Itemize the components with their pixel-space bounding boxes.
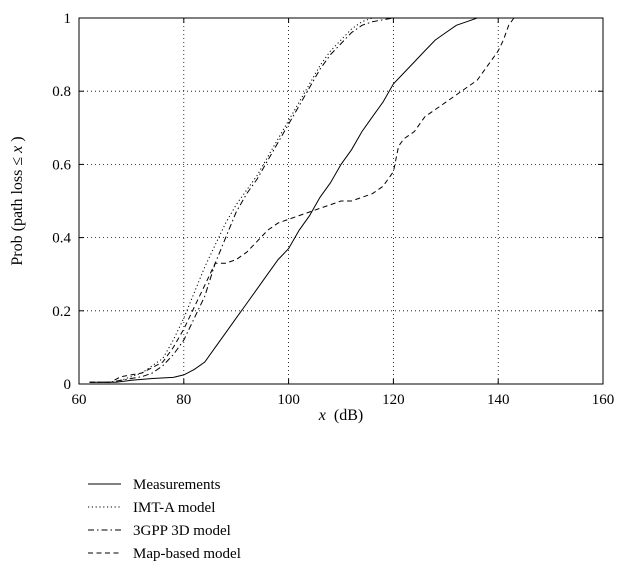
y-tick-label: 0.6 — [52, 157, 71, 173]
y-axis-close: ) — [9, 136, 26, 141]
y-tick-label: 0.4 — [52, 231, 71, 247]
x-tick-label: 100 — [277, 392, 300, 408]
legend-label: Measurements — [133, 477, 221, 493]
axis-ticks: 60 80 100 120 140 160 0 0.2 0.4 0.6 0.8 1 — [52, 11, 614, 408]
y-tick-label: 1 — [64, 11, 72, 27]
y-tick-label: 0.8 — [52, 84, 71, 100]
legend-label: 3GPP 3D model — [133, 523, 231, 539]
x-tick-label: 140 — [487, 392, 510, 408]
x-tick-label: 60 — [72, 392, 87, 408]
y-axis-label: Prob (path loss ≤ x ) — [9, 136, 26, 265]
x-tick-label: 120 — [382, 392, 405, 408]
x-tick-label: 160 — [592, 392, 615, 408]
legend-label: IMT-A model — [133, 500, 215, 516]
x-axis-variable: x — [318, 407, 326, 424]
y-tick-label: 0 — [64, 377, 72, 393]
y-axis-text: Prob (path loss ≤ — [9, 153, 26, 266]
series-line-imt-a-model — [89, 17, 383, 383]
plot-frame — [78, 17, 604, 385]
series-line-map-based-model — [89, 17, 515, 383]
grid-lines — [79, 18, 603, 384]
y-tick-label: 0.2 — [52, 304, 71, 320]
y-axis-variable: x — [9, 146, 26, 154]
legend-label: Map-based model — [133, 546, 241, 562]
x-tick-label: 80 — [176, 392, 191, 408]
x-axis-unit: (dB) — [334, 407, 363, 424]
x-axis-label: x (dB) — [318, 407, 363, 424]
series-line-measurements — [89, 17, 488, 383]
series-lines — [89, 17, 515, 383]
legend: Measurements IMT-A model 3GPP 3D model Map-… — [88, 477, 241, 562]
series-line-3gpp-3d-model — [89, 17, 394, 383]
